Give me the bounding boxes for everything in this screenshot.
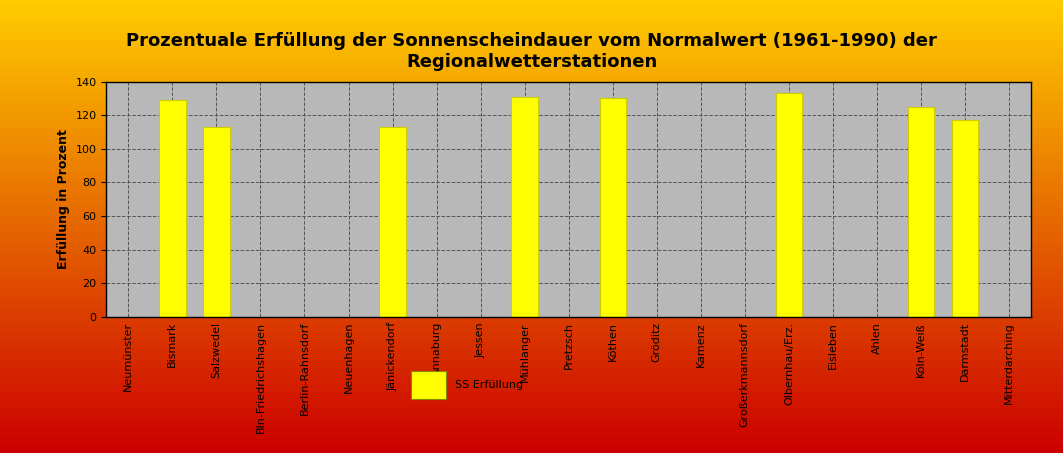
Text: SS Erfüllung: SS Erfüllung (455, 380, 523, 390)
Bar (776, 93, 803, 317)
Bar (411, 371, 446, 399)
Bar (203, 127, 230, 317)
Bar (511, 96, 538, 317)
Bar (159, 100, 186, 317)
Y-axis label: Erfüllung in Prozent: Erfüllung in Prozent (57, 130, 70, 269)
Text: Prozentuale Erfüllung der Sonnenscheindauer vom Normalwert (1961-1990) der
Regio: Prozentuale Erfüllung der Sonnenscheinda… (126, 32, 937, 71)
Bar (600, 98, 626, 317)
Bar (951, 120, 978, 317)
Bar (908, 107, 934, 317)
Bar (379, 127, 406, 317)
